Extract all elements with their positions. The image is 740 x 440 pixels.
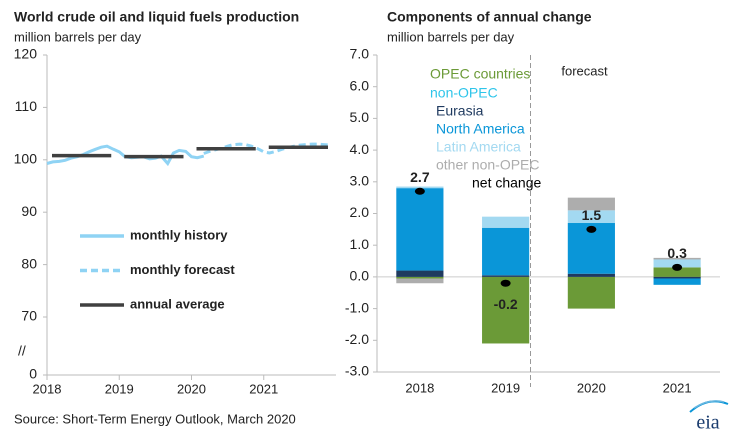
y-tick-label: 7.0 [350, 46, 370, 62]
legend-label: monthly history [130, 227, 228, 242]
bar-segment [482, 227, 530, 276]
left-subtitle: million barrels per day [14, 29, 142, 44]
bar-segment [653, 276, 701, 279]
bar-segment [482, 216, 530, 228]
y-tick-label: 6.0 [350, 77, 370, 93]
y-tick-label: -2.0 [345, 331, 369, 347]
legend-label: Latin America [436, 139, 521, 155]
legend-label: Eurasia [436, 103, 484, 119]
bar-segment [396, 278, 444, 284]
right-subtitle: million barrels per day [387, 29, 515, 44]
y-tick-label: 0.0 [350, 268, 370, 284]
bar-segment [567, 210, 615, 224]
y-tick-label: 90 [21, 203, 37, 219]
bar-segment [567, 197, 615, 211]
y-tick-label: 110 [15, 98, 38, 114]
x-tick-label: 2018 [405, 380, 434, 395]
bar-segment [396, 186, 444, 189]
legend-label: OPEC countries [430, 66, 530, 82]
legend-label: net change [472, 175, 541, 191]
x-tick-label: 2018 [33, 381, 62, 396]
net-label: 2.7 [410, 169, 430, 185]
bar-segment [567, 276, 615, 309]
y-tick-label: -1.0 [345, 299, 369, 315]
x-tick-label: 2019 [491, 380, 520, 395]
net-dot [672, 263, 683, 271]
forecast-label: forecast [561, 63, 608, 78]
net-dot [586, 225, 597, 233]
bar-segment [482, 276, 530, 344]
y-tick-label: 5.0 [350, 109, 370, 125]
source: Source: Short-Term Energy Outlook, March… [14, 411, 296, 426]
logo-arc [693, 400, 725, 409]
y-tick-label: 70 [21, 308, 37, 324]
net-dot [414, 187, 425, 195]
bar-segment [653, 257, 701, 260]
y-tick-label: 4.0 [350, 141, 370, 157]
x-tick-label: 2021 [663, 380, 692, 395]
legend-label: non-OPEC [430, 85, 498, 101]
legend-label: North America [436, 121, 525, 137]
x-tick-label: 2020 [177, 381, 206, 396]
legend-label: annual average [130, 296, 225, 311]
bar-segment [653, 278, 701, 285]
x-tick-label: 2020 [577, 380, 606, 395]
net-label: 1.5 [582, 207, 602, 223]
bar-segment [482, 275, 530, 277]
axis-break: // [18, 343, 26, 359]
y-tick-label: 2.0 [350, 204, 370, 220]
bar-segment [653, 267, 701, 277]
bar-segment [396, 276, 444, 279]
y-tick-label: 3.0 [350, 173, 370, 189]
y-tick-label: 0 [29, 366, 37, 382]
net-dot [500, 279, 511, 287]
bar-segment [567, 273, 615, 277]
y-tick-label: 100 [14, 151, 38, 167]
x-tick-label: 2021 [249, 381, 278, 396]
y-tick-label: 120 [14, 46, 38, 62]
y-tick-label: -3.0 [345, 363, 369, 379]
legend-label: monthly forecast [130, 262, 235, 277]
left-title: World crude oil and liquid fuels product… [14, 9, 299, 25]
logo: eia [696, 412, 719, 434]
bar-segment [396, 188, 444, 271]
net-label: 0.3 [667, 245, 687, 261]
legend-label: other non-OPEC [436, 157, 540, 173]
right-title: Components of annual change [387, 9, 592, 25]
x-tick-label: 2019 [105, 381, 134, 396]
y-tick-label: 1.0 [350, 236, 370, 252]
y-tick-label: 80 [21, 255, 37, 271]
bar-segment [396, 270, 444, 277]
net-label: -0.2 [494, 296, 518, 312]
bar-segment [653, 259, 701, 268]
